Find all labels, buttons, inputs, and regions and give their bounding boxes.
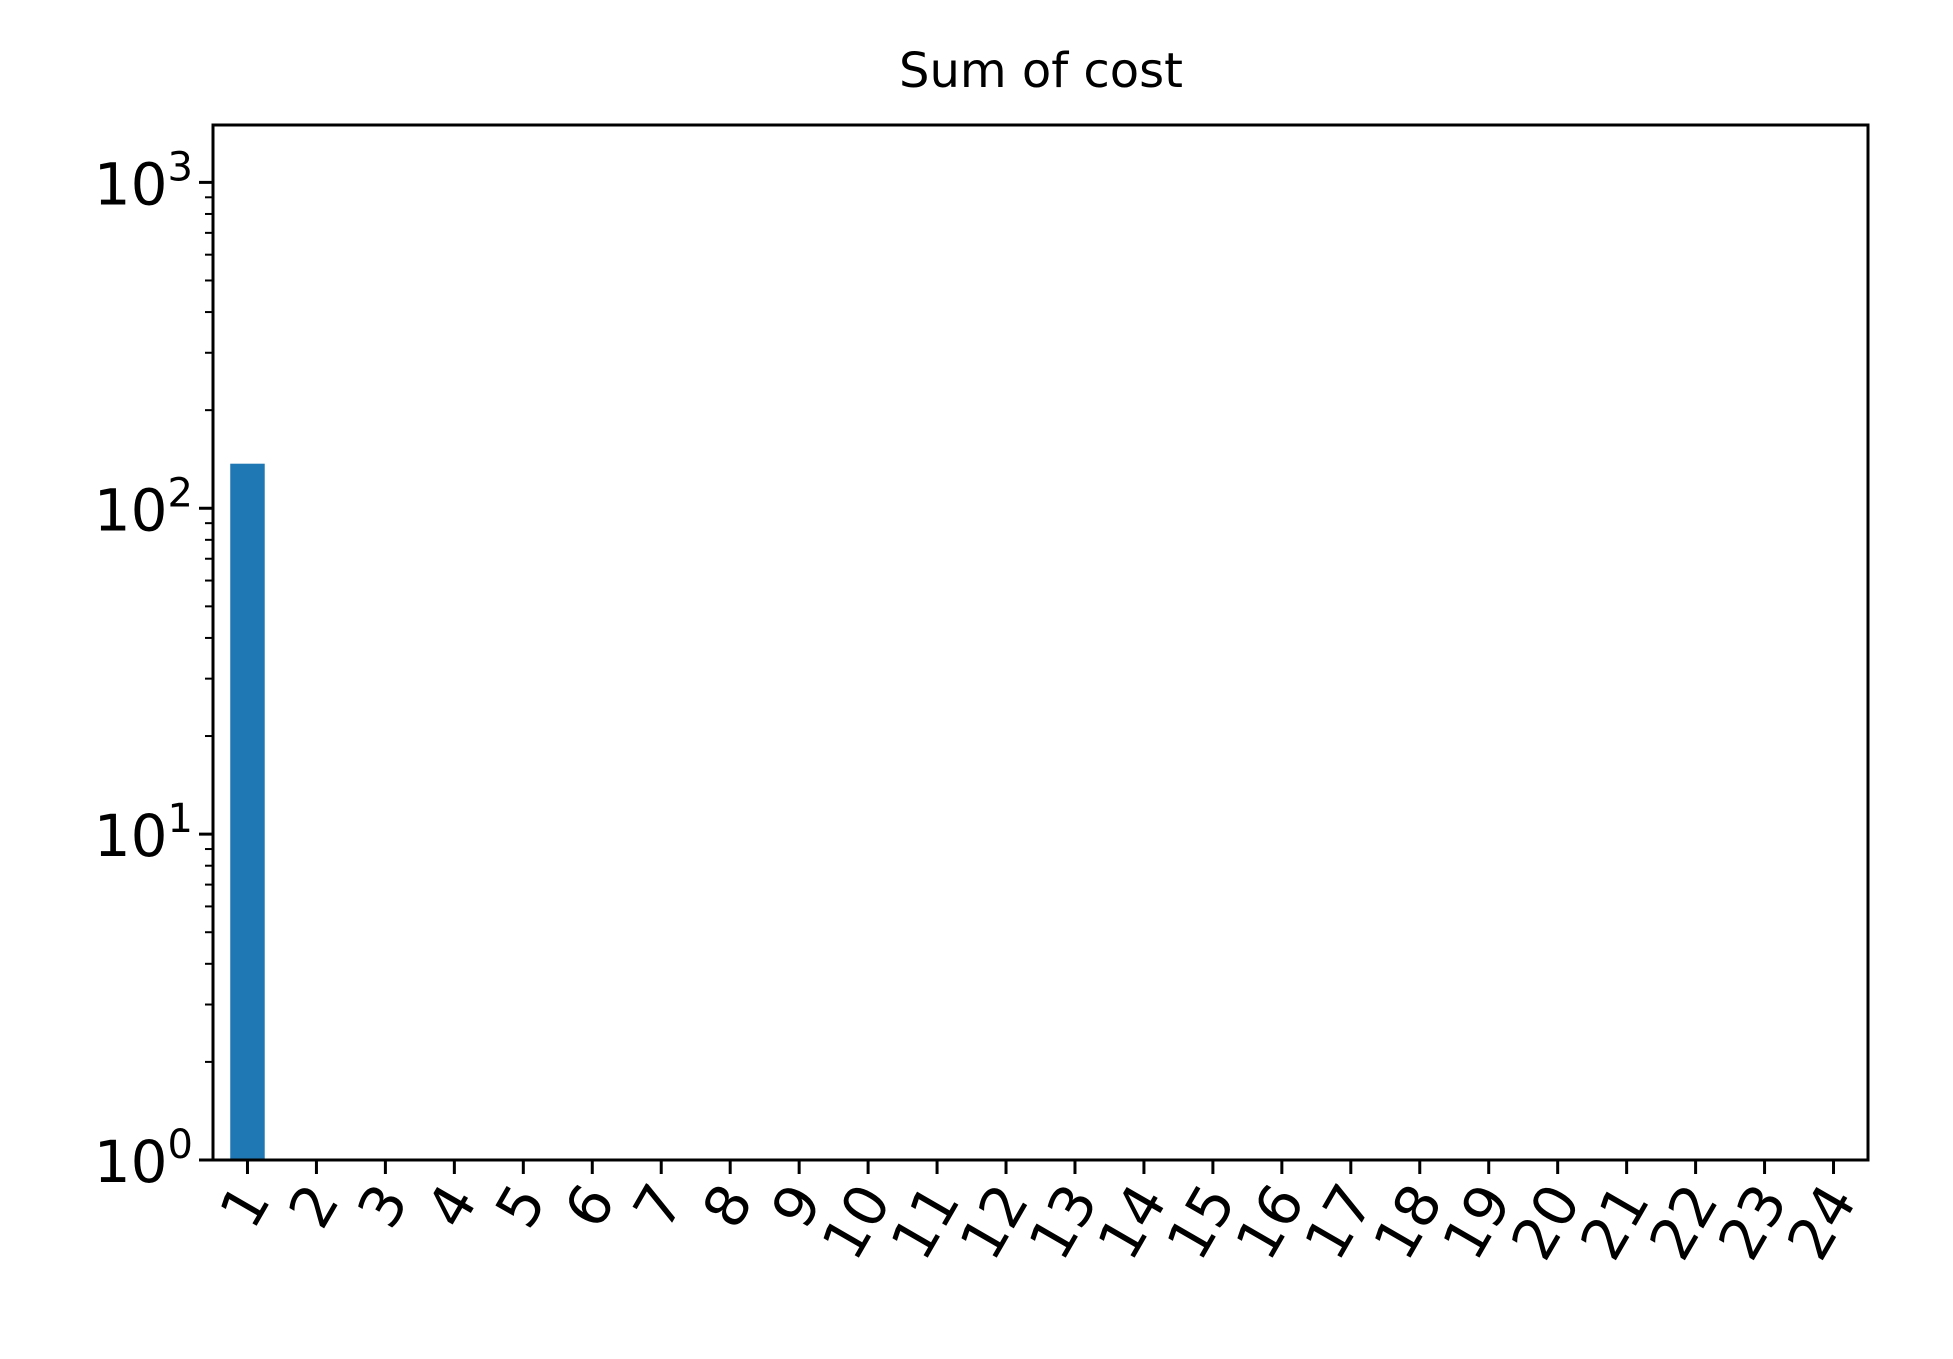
y-tick-label: 102 bbox=[94, 470, 193, 544]
plot-area-frame bbox=[211, 123, 1870, 1162]
y-tick-label: 103 bbox=[94, 144, 193, 218]
y-axis: 100 101 102 103 bbox=[94, 144, 213, 1196]
chart-title: Sum of cost bbox=[899, 43, 1183, 99]
bars-layer bbox=[230, 463, 265, 1161]
y-tick-label: 100 bbox=[94, 1122, 193, 1196]
y-tick-label: 101 bbox=[94, 796, 193, 870]
bar-1 bbox=[230, 463, 265, 1161]
